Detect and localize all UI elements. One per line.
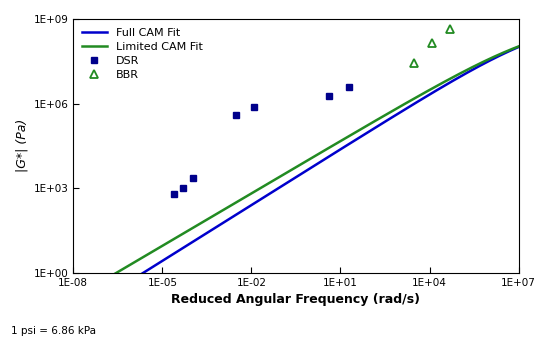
Limited CAM Fit	[344, 135, 350, 139]
Line: BBR: BBR	[410, 25, 455, 67]
Full CAM Fit	[521, 43, 528, 47]
Full CAM Fit	[98, 297, 104, 301]
DSR	[180, 186, 186, 190]
Text: 1 psi = 6.86 kPa: 1 psi = 6.86 kPa	[11, 326, 96, 336]
Line: DSR: DSR	[171, 84, 353, 197]
Limited CAM Fit	[458, 71, 465, 75]
Y-axis label: |G*| (Pa): |G*| (Pa)	[15, 119, 28, 172]
Limited CAM Fit	[98, 280, 104, 284]
Full CAM Fit	[358, 135, 364, 139]
DSR	[171, 192, 177, 196]
BBR	[429, 41, 435, 45]
Limited CAM Fit	[521, 42, 528, 46]
Full CAM Fit	[332, 150, 339, 154]
DSR	[346, 85, 353, 89]
Line: Limited CAM Fit: Limited CAM Fit	[73, 44, 525, 298]
Full CAM Fit	[458, 74, 465, 78]
Full CAM Fit	[70, 315, 77, 319]
X-axis label: Reduced Angular Frequency (rad/s): Reduced Angular Frequency (rad/s)	[171, 293, 420, 306]
Full CAM Fit	[344, 143, 350, 147]
DSR	[233, 113, 239, 117]
Limited CAM Fit	[332, 142, 339, 146]
DSR	[190, 176, 197, 180]
DSR	[325, 94, 332, 98]
Limited CAM Fit	[412, 96, 419, 100]
Limited CAM Fit	[70, 296, 77, 300]
BBR	[410, 61, 417, 65]
Limited CAM Fit	[358, 127, 364, 131]
Legend: Full CAM Fit, Limited CAM Fit, DSR, BBR: Full CAM Fit, Limited CAM Fit, DSR, BBR	[79, 25, 206, 83]
Line: Full CAM Fit: Full CAM Fit	[73, 45, 525, 317]
DSR	[251, 105, 257, 109]
BBR	[447, 27, 453, 31]
Full CAM Fit	[412, 101, 419, 105]
